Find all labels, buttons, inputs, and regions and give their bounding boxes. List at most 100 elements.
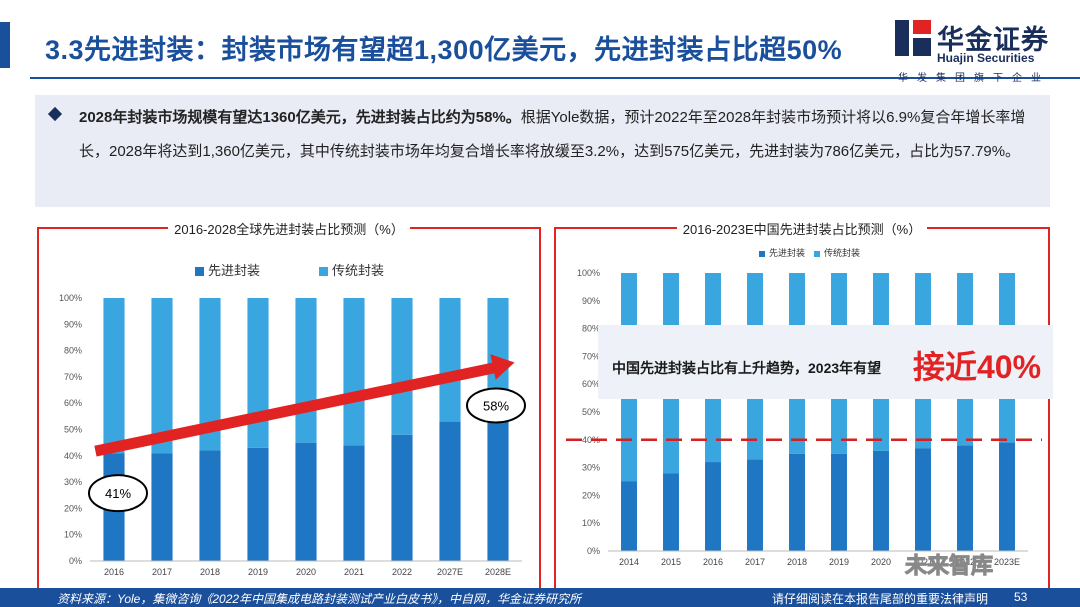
china-x-tick-label: 2016 (703, 557, 723, 567)
global-y-tick-label: 60% (64, 398, 82, 408)
global-bar-traditional (295, 298, 317, 443)
global-bar-traditional (343, 298, 365, 446)
global-chart-panel: 2016-2028全球先进封装占比预测（%） 先进封装 传统封装 0% 10% 20% 3… (37, 222, 541, 592)
global-bar-traditional (439, 298, 461, 422)
global-bar-advanced (199, 450, 221, 561)
china-chart-title-wrap: 2016-2023E中国先进封装占比预测（%） (556, 219, 1048, 239)
global-bar-advanced (247, 447, 269, 561)
global-x-tick-label: 2028E (485, 567, 511, 577)
global-x-tick-label: 2018 (200, 567, 220, 577)
china-x-tick-label: 2019 (829, 557, 849, 567)
summary-text: 2028年封装市场规模有望达1360亿美元，先进封装占比约为58%。根据Yole… (79, 101, 1039, 169)
china-y-tick-label: 50% (582, 407, 600, 417)
start-value-ellipse (88, 474, 148, 513)
global-x-tick-label: 2016 (104, 567, 124, 577)
company-logo: 华金证券 Huajin Securities 华发集团旗下企业 (895, 18, 1055, 84)
global-y-tick-label: 30% (64, 477, 82, 487)
global-x-tick-label: 2017 (152, 567, 172, 577)
global-bar-traditional (199, 298, 221, 451)
title-divider (30, 77, 1080, 79)
global-bar-traditional (103, 298, 125, 454)
global-bar-advanced (295, 442, 317, 561)
footer-bar: 资料来源：Yole，集微咨询《2022年中国集成电路封装测试产业白皮书》，中自网… (0, 588, 1080, 607)
callout-text: 中国先进封装占比有上升趋势，2023年有望 (612, 360, 882, 376)
global-bar-advanced (487, 408, 509, 561)
callout-highlight: 接近40% (913, 349, 1042, 385)
summary-bold: 2028年封装市场规模有望达1360亿美元，先进封装占比约为58%。 (79, 109, 521, 126)
global-y-tick-label: 70% (64, 372, 82, 382)
china-chart-panel: 2016-2023E中国先进封装占比预测（%） 先进封装 传统封装 0% 10% 20%… (554, 222, 1050, 592)
global-y-tick-label: 80% (64, 346, 82, 356)
global-y-tick-label: 50% (64, 425, 82, 435)
china-legend-swatch (814, 251, 820, 257)
china-chart-title: 2016-2023E中国先进封装占比预测（%） (676, 222, 928, 237)
global-x-tick-label: 2019 (248, 567, 268, 577)
footer-source: 资料来源：Yole，集微咨询《2022年中国集成电路封装测试产业白皮书》，中自网… (57, 592, 582, 606)
china-bar-advanced (705, 462, 721, 551)
china-bar-advanced (957, 445, 973, 551)
global-legend-label: 传统封装 (332, 263, 384, 278)
trend-arrow-shaft (94, 361, 502, 457)
page-title: 3.3先进封装：封装市场有望超1,300亿美元，先进封装占比超50% (45, 35, 843, 65)
china-bar-advanced (621, 481, 637, 551)
global-chart: 先进封装 传统封装 0% 10% 20% 30% 40% 50% 60% 70% 80% 90% 100… (59, 263, 526, 577)
global-x-tick-label: 2027E (437, 567, 463, 577)
logo-mark-icon (895, 20, 931, 56)
trend-arrow-head-icon (490, 354, 515, 380)
china-x-tick-label: 2020 (871, 557, 891, 567)
global-y-tick-label: 10% (64, 530, 82, 540)
china-y-tick-label: 80% (582, 324, 600, 334)
trend-callout: 中国先进封装占比有上升趋势，2023年有望 接近40% (598, 325, 1053, 399)
watermark: 未来智库 (904, 553, 994, 579)
china-x-tick-label: 2021 (913, 557, 933, 567)
china-x-tick-label: 2023E (994, 557, 1020, 567)
china-bar-advanced (789, 453, 805, 551)
footer-legal-note: 请仔细阅读在本报告尾部的重要法律声明 (772, 592, 989, 606)
global-bar-advanced (151, 453, 173, 561)
title-accent-bar (0, 22, 10, 68)
global-y-tick-label: 100% (59, 293, 82, 303)
china-legend-label: 传统封装 (824, 247, 860, 258)
page-number: 53 (1014, 590, 1028, 604)
china-y-tick-label: 20% (582, 490, 600, 500)
start-value-label: 41% (105, 486, 131, 501)
china-y-tick-label: 90% (582, 296, 600, 306)
global-x-tick-label: 2020 (296, 567, 316, 577)
diamond-bullet-icon (47, 106, 63, 122)
china-bar-advanced (663, 473, 679, 551)
china-bar-advanced (873, 450, 889, 551)
logo-english-name: Huajin Securities (937, 51, 1035, 65)
china-chart: 先进封装 传统封装 0% 10% 20% 30% 40% 50% 60% 70% 80% 90% 100… (566, 247, 1042, 567)
global-bar-advanced (391, 434, 413, 561)
china-y-tick-label: 70% (582, 351, 600, 361)
summary-box: 2028年封装市场规模有望达1360亿美元，先进封装占比约为58%。根据Yole… (35, 95, 1050, 207)
china-x-tick-label: 2015 (661, 557, 681, 567)
global-legend-label: 先进封装 (208, 263, 260, 278)
end-value-ellipse (466, 387, 526, 424)
end-value-label: 58% (483, 398, 509, 413)
logo-tagline: 华发集团旗下企业 (898, 73, 1050, 84)
china-y-tick-label: 30% (582, 463, 600, 473)
china-y-tick-label: 100% (577, 268, 600, 278)
china-bar-advanced (831, 453, 847, 551)
global-bar-advanced (439, 421, 461, 561)
china-legend-label: 先进封装 (769, 247, 805, 258)
global-chart-title: 2016-2028全球先进封装占比预测（%） (168, 222, 410, 237)
china-y-tick-label: 10% (582, 518, 600, 528)
global-bar-traditional (487, 298, 509, 409)
china-y-tick-label: 0% (587, 546, 600, 556)
global-y-tick-label: 90% (64, 319, 82, 329)
global-y-tick-label: 20% (64, 503, 82, 513)
global-y-tick-label: 0% (69, 556, 82, 566)
logo-chinese-name: 华金证券 (937, 25, 1049, 55)
china-y-tick-label: 40% (582, 435, 600, 445)
china-x-tick-label: 2017 (745, 557, 765, 567)
global-y-tick-label: 40% (64, 451, 82, 461)
title-bar: 3.3先进封装：封装市场有望超1,300亿美元，先进封装占比超50% 华金证券 … (0, 0, 1080, 84)
global-chart-title-wrap: 2016-2028全球先进封装占比预测（%） (39, 219, 539, 239)
china-bar-advanced (747, 459, 763, 551)
global-x-tick-label: 2021 (344, 567, 364, 577)
china-x-tick-label: 2014 (619, 557, 639, 567)
global-bar-traditional (391, 298, 413, 435)
global-legend-swatch (319, 267, 328, 276)
